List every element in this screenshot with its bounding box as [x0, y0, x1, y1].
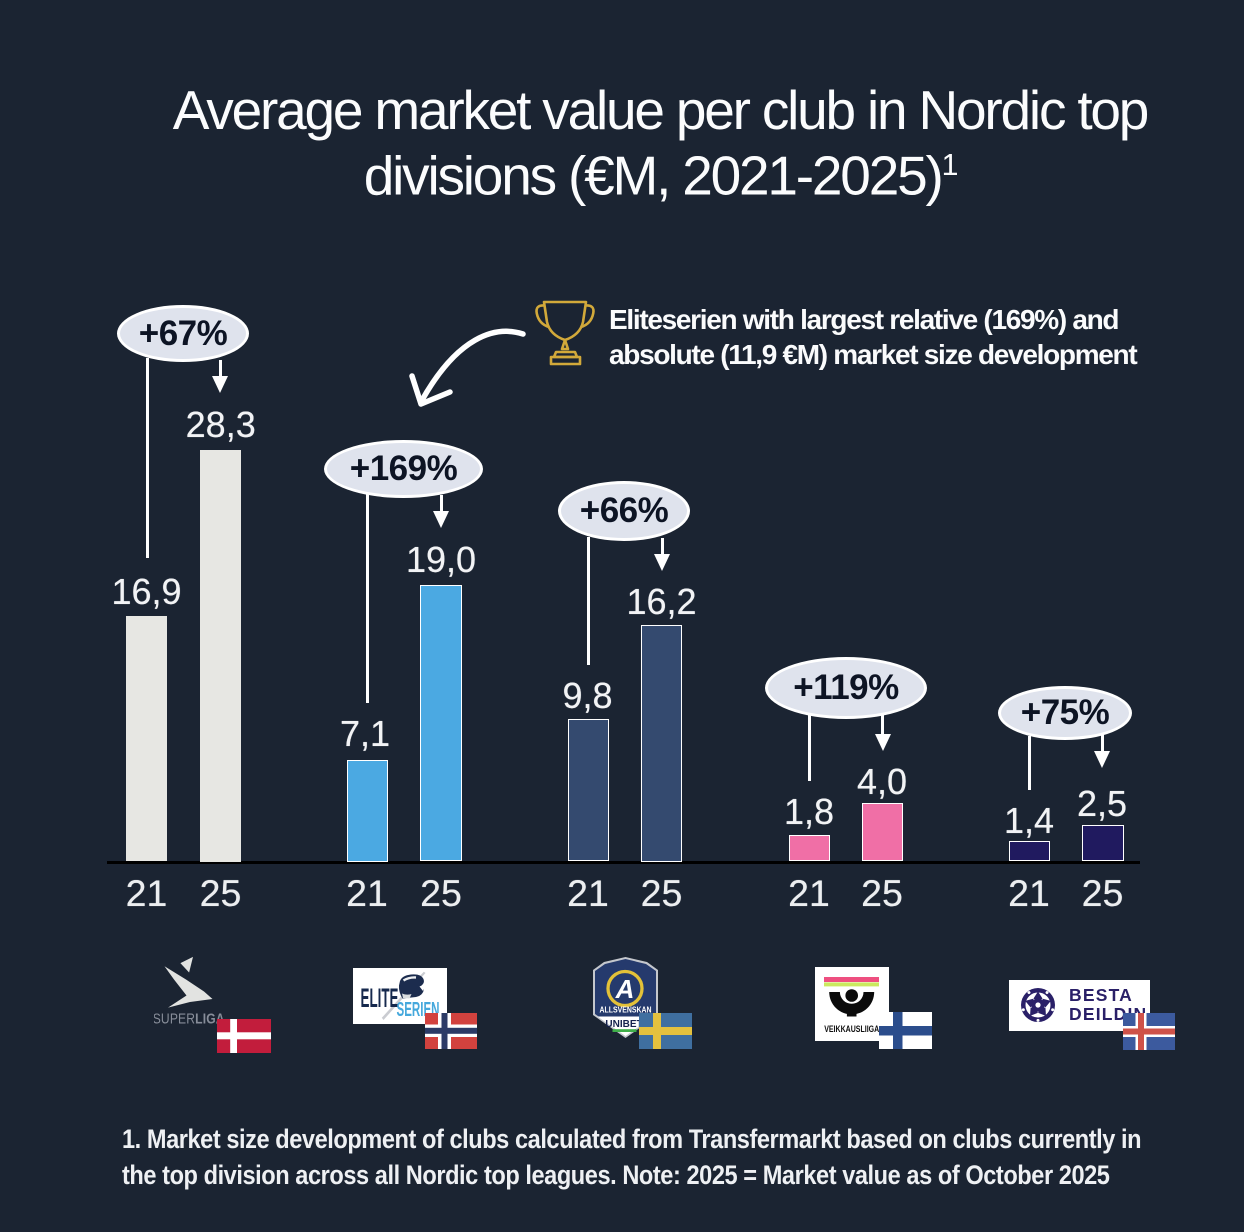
svg-text:SUPERLIGA: SUPERLIGA — [154, 1012, 225, 1028]
svg-text:ALLSVENSKAN: ALLSVENSKAN — [599, 1005, 651, 1015]
svg-text:ELITE: ELITE — [361, 983, 399, 1013]
svg-text:A: A — [614, 974, 634, 1004]
svg-text:UNIBET: UNIBET — [605, 1019, 642, 1030]
svg-text:VEIKKAUSLIIGA: VEIKKAUSLIIGA — [824, 1024, 879, 1035]
